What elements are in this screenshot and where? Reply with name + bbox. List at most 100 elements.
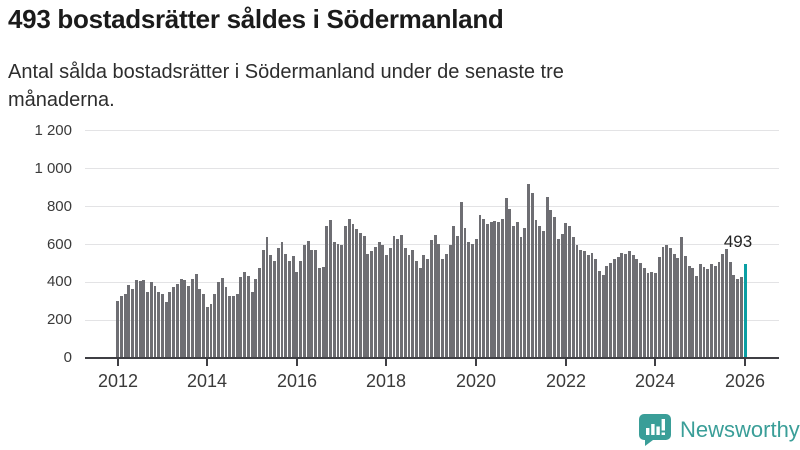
bar — [261, 250, 265, 357]
bar — [471, 243, 474, 357]
bar — [426, 258, 430, 357]
y-axis-label-400: 400 — [46, 273, 72, 290]
bar — [661, 247, 665, 357]
bar — [672, 253, 676, 357]
bar — [485, 223, 489, 357]
bar — [164, 302, 168, 357]
bar — [568, 225, 572, 357]
bar — [190, 278, 194, 357]
x-tick-2018 — [385, 359, 387, 366]
bar — [545, 197, 549, 357]
bar — [598, 270, 601, 357]
bar — [205, 306, 209, 357]
newsworthy-logo-text: Newsworthy — [680, 416, 800, 442]
bar — [116, 301, 120, 357]
y-axis-label-1000: 1 000 — [34, 160, 72, 177]
bar — [519, 236, 523, 357]
bar — [396, 238, 400, 357]
x-axis-label-2018: 2018 — [365, 371, 407, 391]
bar — [213, 293, 217, 357]
bar — [441, 258, 445, 357]
bar — [575, 245, 579, 357]
bar — [317, 268, 321, 357]
bar — [467, 241, 471, 357]
bar — [650, 271, 654, 357]
x-axis-label-2012: 2012 — [97, 371, 139, 391]
bar — [138, 281, 142, 357]
bar — [586, 254, 590, 357]
x-axis-label-2022: 2022 — [545, 371, 587, 391]
bar — [530, 193, 534, 357]
bar — [220, 277, 224, 357]
bar — [541, 231, 545, 357]
newsworthy-logo-link[interactable]: Newsworthy — [638, 413, 800, 446]
bar — [269, 254, 273, 357]
bar — [179, 278, 183, 357]
y-axis-label-800: 800 — [46, 198, 72, 215]
bar — [631, 254, 635, 357]
bar — [635, 258, 639, 357]
bar — [474, 238, 478, 357]
y-axis-label-0: 0 — [63, 349, 72, 366]
bar — [422, 254, 426, 357]
bar — [489, 221, 493, 357]
highlight-bar — [743, 263, 747, 357]
page-title: 493 bostadsrätter såldes i Södermanland — [8, 4, 504, 34]
bar — [657, 256, 661, 357]
x-tick-2020 — [475, 359, 477, 366]
bar — [493, 220, 497, 357]
bar — [702, 267, 706, 357]
bar — [698, 264, 702, 357]
bar — [512, 226, 515, 357]
bar — [347, 218, 351, 357]
bar — [258, 268, 262, 357]
bar — [706, 269, 710, 357]
bar — [134, 280, 138, 357]
chart-subtitle-line1: Antal sålda bostadsrätter i Södermanland… — [8, 61, 564, 83]
bar — [295, 271, 299, 357]
bar — [314, 250, 318, 357]
x-tick-2024 — [654, 359, 656, 366]
bar — [459, 201, 463, 357]
bar — [444, 253, 448, 357]
bar — [665, 245, 669, 357]
highlight-value-label: 493 — [723, 232, 753, 251]
bar — [601, 274, 605, 357]
bar — [620, 252, 624, 357]
bar — [325, 225, 329, 357]
gridline-1000 — [85, 168, 779, 169]
bar — [478, 215, 482, 357]
bar — [392, 235, 396, 357]
bar — [381, 245, 385, 357]
bar — [556, 238, 560, 357]
bar — [646, 272, 650, 357]
bar — [119, 296, 123, 357]
bar — [456, 235, 459, 357]
bar — [321, 267, 325, 357]
bar — [127, 285, 131, 357]
bar — [549, 210, 553, 357]
bar — [418, 268, 422, 357]
bar — [373, 247, 377, 357]
bar — [273, 260, 276, 357]
bar — [142, 280, 146, 357]
bar — [411, 250, 415, 357]
x-tick-2022 — [565, 359, 567, 366]
bar — [497, 221, 501, 357]
bar — [710, 264, 713, 357]
bar — [388, 248, 392, 357]
bar — [332, 241, 336, 357]
bar — [728, 262, 732, 357]
bar — [344, 226, 347, 357]
x-axis-label-2026: 2026 — [724, 371, 766, 391]
bar — [732, 274, 736, 357]
bar — [250, 291, 254, 357]
x-tick-2012 — [117, 359, 119, 366]
bar — [231, 296, 235, 357]
bar — [433, 235, 437, 357]
bar — [654, 272, 657, 357]
bar — [429, 239, 433, 357]
bar — [299, 260, 303, 357]
bar — [736, 278, 740, 357]
